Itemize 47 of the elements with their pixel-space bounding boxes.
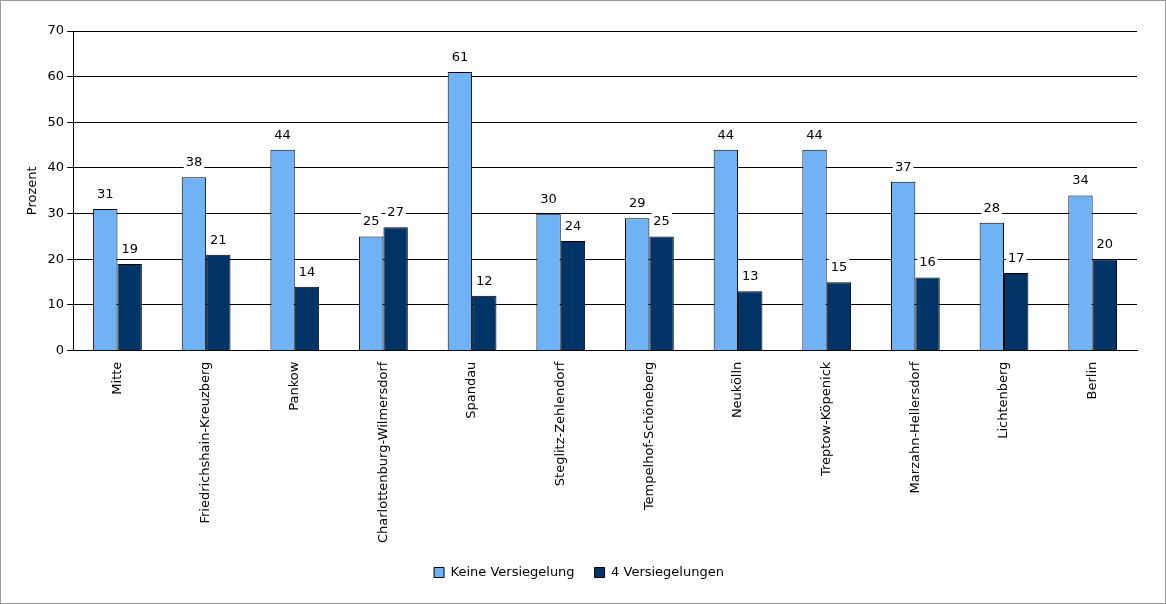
legend-label: Keine Versiegelung [450, 563, 575, 579]
x-tick-label: Pankow [286, 361, 302, 411]
legend-label: 4 Versiegelungen [611, 563, 724, 579]
data-label: 19 [121, 240, 138, 256]
y-axis-title: Prozent [24, 166, 40, 216]
data-label: 34 [1072, 172, 1089, 188]
data-label: 25 [362, 213, 380, 229]
data-label: 37 [894, 158, 912, 174]
y-tick-label: 40 [47, 159, 65, 175]
x-tick-label: Mitte [108, 361, 124, 395]
data-label: 13 [741, 268, 759, 284]
x-tick-label: Lichtenberg [995, 361, 1011, 439]
x-tick-label: Treptow-Köpenick [818, 361, 834, 477]
data-label: 44 [806, 126, 823, 142]
data-label: 21 [210, 231, 227, 247]
y-tick-label: 0 [55, 342, 65, 358]
data-label: 16 [919, 254, 936, 270]
y-tick-label: 30 [47, 205, 65, 221]
data-label: 44 [274, 126, 291, 142]
y-tick-label: 10 [47, 296, 65, 312]
data-label: 38 [185, 154, 203, 169]
data-label: 27 [387, 204, 404, 220]
data-label: 61 [451, 48, 469, 64]
y-tick-label: 50 [47, 113, 65, 129]
data-label: 30 [540, 190, 557, 206]
data-label: 44 [717, 126, 735, 142]
x-tick-label: Tempelhof-Schöneberg [640, 361, 656, 512]
x-tick-label: Steglitz-Zehlendorf [552, 361, 568, 487]
data-label: 25 [653, 213, 670, 229]
data-label: 31 [97, 185, 114, 201]
x-tick-label: Spandau [463, 361, 479, 419]
x-tick-label: Charlottenburg-Wilmersdorf [374, 361, 390, 544]
x-tick-label: Marzahn-Hellersdorf [906, 361, 922, 494]
data-label: 17 [1007, 249, 1025, 265]
y-tick-label: 20 [47, 250, 65, 266]
data-label: 14 [298, 263, 316, 279]
data-label: 29 [628, 195, 646, 211]
x-tick-label: Friedrichshain-Kreuzberg [197, 361, 213, 524]
data-label: 28 [983, 199, 1001, 215]
data-label: 12 [476, 272, 493, 288]
data-label: 24 [564, 217, 582, 233]
y-tick-label: 70 [47, 22, 65, 38]
data-label: 15 [830, 259, 848, 275]
y-tick-label: 60 [47, 68, 65, 84]
x-tick-label: Neukölln [729, 361, 745, 419]
x-tick-label: Berlin [1084, 361, 1100, 400]
data-label: 20 [1096, 236, 1114, 252]
